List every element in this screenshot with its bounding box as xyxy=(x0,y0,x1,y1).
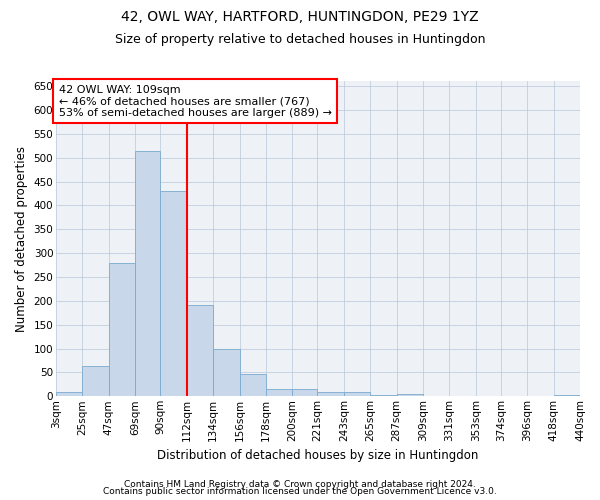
Text: Contains public sector information licensed under the Open Government Licence v3: Contains public sector information licen… xyxy=(103,487,497,496)
Bar xyxy=(292,389,317,396)
Text: Size of property relative to detached houses in Huntingdon: Size of property relative to detached ho… xyxy=(115,32,485,46)
Bar xyxy=(344,392,370,396)
Bar xyxy=(317,392,344,396)
Bar xyxy=(56,392,82,396)
Bar xyxy=(239,374,266,396)
Bar xyxy=(135,150,160,396)
Bar xyxy=(266,389,292,396)
Bar xyxy=(187,304,213,396)
Bar xyxy=(82,366,109,396)
Bar xyxy=(397,394,423,396)
Text: 42 OWL WAY: 109sqm
← 46% of detached houses are smaller (767)
53% of semi-detach: 42 OWL WAY: 109sqm ← 46% of detached hou… xyxy=(59,84,332,118)
Text: Contains HM Land Registry data © Crown copyright and database right 2024.: Contains HM Land Registry data © Crown c… xyxy=(124,480,476,489)
Text: 42, OWL WAY, HARTFORD, HUNTINGDON, PE29 1YZ: 42, OWL WAY, HARTFORD, HUNTINGDON, PE29 … xyxy=(121,10,479,24)
X-axis label: Distribution of detached houses by size in Huntingdon: Distribution of detached houses by size … xyxy=(157,450,479,462)
Bar xyxy=(213,348,239,397)
Bar xyxy=(160,191,187,396)
Y-axis label: Number of detached properties: Number of detached properties xyxy=(15,146,28,332)
Bar xyxy=(109,262,135,396)
